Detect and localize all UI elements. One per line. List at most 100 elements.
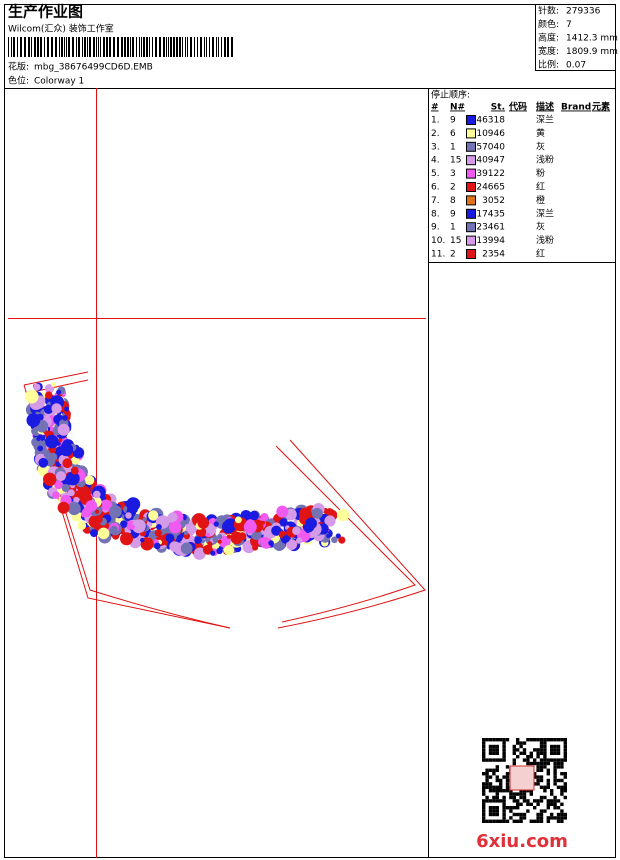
barcode-bar bbox=[93, 37, 95, 57]
qr-module bbox=[543, 758, 547, 762]
qr-module bbox=[536, 751, 540, 755]
row-stitches: 24665 bbox=[476, 183, 505, 193]
qr-module bbox=[516, 755, 520, 759]
qr-module bbox=[550, 748, 554, 752]
qr-module bbox=[533, 738, 537, 742]
stitch-blob bbox=[168, 520, 182, 534]
qr-module bbox=[492, 785, 496, 789]
stitch-blob bbox=[61, 484, 70, 492]
qr-module bbox=[495, 775, 499, 779]
qr-module bbox=[546, 785, 550, 789]
qr-module bbox=[529, 792, 533, 796]
qr-module bbox=[553, 802, 557, 806]
barcode-bar bbox=[121, 37, 123, 57]
barcode-bar bbox=[149, 37, 150, 57]
stitch-blob bbox=[120, 532, 133, 546]
qr-code bbox=[482, 738, 567, 823]
qr-module bbox=[560, 765, 564, 769]
qr-module bbox=[485, 772, 489, 776]
stitch-blob bbox=[194, 547, 206, 560]
barcode-bar bbox=[168, 37, 169, 57]
barcode-bar bbox=[176, 37, 178, 57]
qr-module bbox=[526, 758, 530, 762]
qr-module bbox=[482, 748, 486, 752]
qr-module bbox=[512, 819, 516, 823]
barcode-bar bbox=[204, 37, 205, 57]
qr-module bbox=[495, 744, 499, 749]
barcode-bar bbox=[159, 37, 161, 57]
qr-module bbox=[563, 744, 567, 749]
stitch-blob bbox=[155, 517, 163, 524]
outline-line bbox=[29, 397, 231, 629]
stitch-blob bbox=[243, 520, 257, 534]
qr-module bbox=[482, 785, 486, 789]
qr-module bbox=[505, 806, 510, 810]
qr-module bbox=[556, 785, 561, 789]
stitch-blob bbox=[94, 509, 100, 514]
qr-module bbox=[522, 816, 527, 820]
qr-module bbox=[485, 775, 489, 779]
qr-module bbox=[499, 799, 503, 803]
qr-module bbox=[509, 806, 513, 810]
qr-module bbox=[516, 741, 520, 745]
qr-module bbox=[533, 775, 537, 779]
stitch-blob bbox=[70, 466, 79, 475]
qr-module bbox=[509, 789, 513, 793]
qr-module bbox=[563, 795, 567, 800]
qr-module bbox=[546, 782, 550, 786]
barcode-bar bbox=[127, 37, 129, 57]
stat-label: 宽度: bbox=[538, 45, 559, 57]
page-border bbox=[4, 4, 616, 858]
stitch-blob bbox=[337, 508, 350, 522]
stitch-blob bbox=[148, 510, 159, 521]
row-description: 粉 bbox=[536, 167, 545, 179]
qr-module bbox=[482, 809, 486, 813]
qr-module bbox=[546, 768, 550, 772]
barcode-bar bbox=[132, 37, 134, 57]
barcode-bar bbox=[117, 37, 119, 57]
stitch-blob bbox=[26, 413, 41, 428]
stitch-blob bbox=[140, 537, 145, 543]
qr-module bbox=[502, 812, 506, 817]
qr-module bbox=[536, 761, 540, 766]
qr-module bbox=[543, 795, 547, 800]
qr-module bbox=[505, 819, 510, 823]
design: mbg_38676499CD6D.EMB bbox=[34, 63, 153, 73]
stitch-blob bbox=[71, 456, 80, 465]
barcode-bar bbox=[11, 37, 12, 57]
qr-module bbox=[499, 789, 503, 793]
stitch-blob bbox=[218, 536, 231, 548]
qr-module bbox=[495, 751, 499, 755]
qr-module bbox=[485, 785, 489, 789]
barcode-bar bbox=[89, 37, 91, 57]
qr-module bbox=[485, 795, 489, 800]
qr-module bbox=[539, 816, 544, 820]
stitch-blob bbox=[36, 436, 41, 442]
qr-module bbox=[519, 816, 523, 820]
outline bbox=[23, 371, 426, 629]
qr-module bbox=[536, 819, 540, 823]
qr-module bbox=[492, 768, 496, 772]
stitch-blob bbox=[85, 500, 98, 512]
barcode-bar bbox=[179, 37, 181, 57]
stitch-blob bbox=[84, 475, 95, 486]
qr-module bbox=[519, 819, 523, 823]
stitch-blob bbox=[156, 524, 162, 530]
qr-module bbox=[495, 795, 499, 800]
row-needle: 1 bbox=[450, 223, 456, 233]
qr-module bbox=[502, 819, 506, 823]
row-stitches: 13994 bbox=[476, 236, 505, 246]
qr-module bbox=[522, 789, 527, 793]
qr-module bbox=[553, 768, 557, 772]
qr-module bbox=[482, 819, 486, 823]
stitch-blob bbox=[64, 406, 70, 412]
barcode-bar bbox=[20, 37, 22, 57]
qr-module bbox=[488, 768, 493, 772]
qr-module bbox=[563, 741, 567, 745]
column-header: Brand bbox=[561, 103, 591, 113]
stitch-blob bbox=[67, 489, 75, 497]
row-description: 灰 bbox=[536, 140, 545, 152]
qr-module bbox=[512, 799, 516, 803]
barcode-bar bbox=[109, 37, 111, 57]
qr-module bbox=[492, 738, 496, 742]
